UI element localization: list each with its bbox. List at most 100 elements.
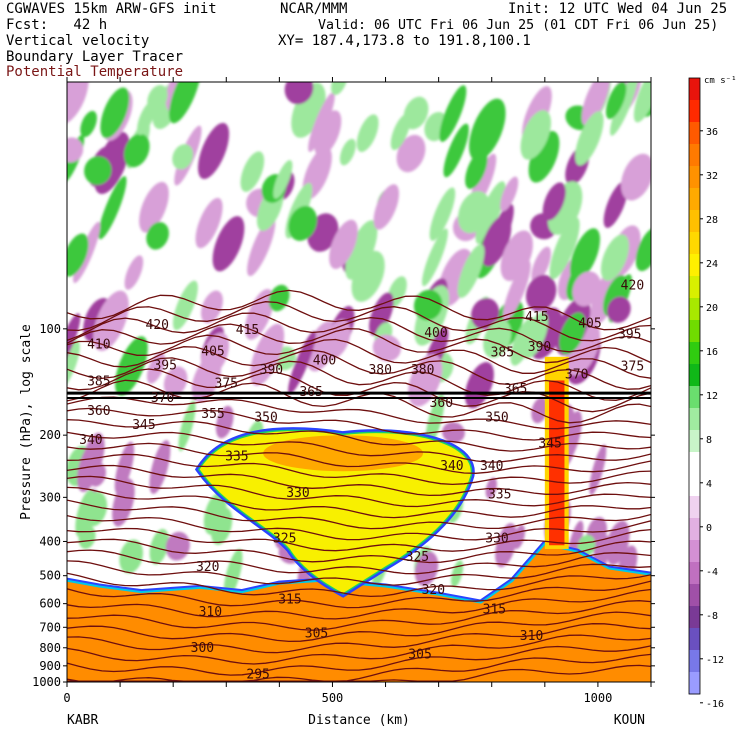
theta-contour-line: [67, 289, 651, 331]
colorbar-swatch: [689, 540, 700, 563]
theta-label: 395: [153, 358, 176, 373]
vertical-velocity-cell: [172, 280, 198, 331]
y-axis: 100 200 300 400 500 600 700 800 900 1000 Pressure …: [19, 322, 655, 689]
theta-label: 350: [254, 410, 277, 425]
colorbar-tick-label: -12: [706, 655, 724, 666]
colorbar-swatch: [689, 100, 700, 123]
colorbar-tick-label: -8: [706, 611, 718, 622]
theta-label: 315: [278, 592, 301, 607]
vertical-velocity-cell: [439, 85, 467, 142]
vertical-velocity-cell: [606, 296, 631, 323]
theta-label: 365: [299, 385, 322, 400]
theta-label: 325: [273, 532, 296, 547]
vertical-velocity-cell: [345, 220, 378, 280]
theta-contour-line: [67, 442, 651, 474]
elevated-layer-core: [199, 431, 471, 594]
x-tick-label: 500: [322, 691, 344, 705]
colorbar-tick-label: 32: [706, 171, 718, 182]
vertical-velocity-cell: [200, 290, 223, 324]
theta-label: 345: [132, 418, 155, 433]
colorbar-swatch: [689, 210, 700, 233]
vertical-velocity-cell: [273, 160, 293, 199]
colorbar-tick-label: 12: [706, 391, 718, 402]
colorbar-swatch: [689, 386, 700, 409]
field-potential-temperature: Potential Temperature: [6, 64, 184, 80]
theta-label: 340: [480, 459, 503, 474]
vertical-velocity-cell: [414, 551, 439, 586]
y-tick-label: 800: [39, 641, 61, 655]
vertical-velocity-cell: [195, 197, 223, 249]
colorbar-swatch: [689, 122, 700, 145]
vertical-velocity-cell: [633, 82, 651, 123]
theta-contour-line: [67, 453, 651, 486]
vertical-velocity-cell: [197, 122, 230, 179]
theta-label: 420: [146, 318, 169, 333]
colorbar-swatch: [689, 408, 700, 431]
vertical-velocity-cell: [149, 528, 169, 565]
y-tick-label: 900: [39, 659, 61, 673]
vertical-velocity-cell: [240, 151, 265, 192]
vertical-velocity-cell: [605, 82, 627, 120]
colorbar-swatch: [689, 496, 700, 519]
plot-field: 420 410 415 405 400 400 395 390 385 380 380 385 390 4…: [67, 82, 651, 682]
theta-label: 360: [87, 404, 110, 419]
theta-label: 390: [260, 363, 283, 378]
cross-section-endpoints: XY= 187.4,173.8 to 191.8,100.1: [278, 33, 531, 49]
vertical-velocity-cell: [443, 123, 469, 178]
theta-label: 415: [236, 323, 259, 338]
vertical-velocity-cell: [390, 113, 411, 151]
theta-contour-line: [67, 312, 651, 353]
theta-contour-line: [67, 475, 651, 508]
vertical-velocity-cell: [247, 216, 276, 277]
theta-label: 360: [430, 396, 453, 411]
y-tick-label: 700: [39, 620, 61, 634]
theta-label: 325: [406, 550, 429, 565]
colorbar-tick-label: 8: [706, 435, 712, 446]
vertical-velocity-cell: [146, 221, 169, 250]
theta-contour-line: [67, 600, 651, 631]
theta-label: 370: [151, 391, 174, 406]
vertical-velocity-cell: [528, 131, 560, 183]
plot-frame: [66, 81, 652, 683]
vertical-velocity-cell: [98, 176, 127, 240]
vertical-velocity-cell: [67, 137, 84, 163]
colorbar-swatch: [689, 474, 700, 497]
theta-label: 380: [368, 363, 391, 378]
theta-label: 295: [246, 667, 269, 682]
vertical-velocity-cell: [531, 397, 548, 424]
y-tick-label: 1000: [32, 675, 61, 689]
theta-contour-line: [67, 346, 651, 390]
theta-contour-line: [67, 301, 651, 342]
vertical-velocity-cell: [620, 153, 651, 201]
colorbar-swatch: [689, 628, 700, 651]
vertical-velocity-cell: [124, 255, 144, 290]
vertical-velocity-cell: [600, 234, 629, 281]
forecast-hour: Fcst: 42 h: [6, 17, 108, 33]
theta-contour-line: [67, 580, 651, 609]
vertical-velocity-cell: [124, 133, 150, 168]
vertical-velocity-cells: [67, 82, 651, 599]
colorbar-tick-label: 24: [706, 259, 718, 270]
vertical-velocity-cell: [308, 92, 335, 152]
y-tick-label: 400: [39, 534, 61, 548]
theta-label: 400: [313, 353, 336, 368]
colorbar-tick-label: 20: [706, 303, 718, 314]
vertical-velocity-cell: [67, 82, 89, 125]
vertical-velocity-cell: [469, 98, 506, 161]
colorbar-swatch: [689, 232, 700, 255]
theta-label: 340: [79, 433, 102, 448]
vertical-velocity-cell: [373, 184, 400, 230]
vertical-velocity-cell: [581, 82, 611, 126]
vertical-velocity-cell: [119, 539, 144, 574]
theta-label: 375: [215, 377, 238, 392]
theta-label: 405: [578, 317, 601, 332]
theta-label: 350: [485, 410, 508, 425]
theta-label: 335: [488, 488, 511, 503]
x-tick-label: 0: [63, 691, 70, 705]
field-vertical-velocity: Vertical velocity: [6, 33, 150, 49]
theta-label: 375: [621, 360, 644, 375]
theta-contour-line: [67, 645, 651, 676]
updraft-core: [549, 380, 565, 546]
